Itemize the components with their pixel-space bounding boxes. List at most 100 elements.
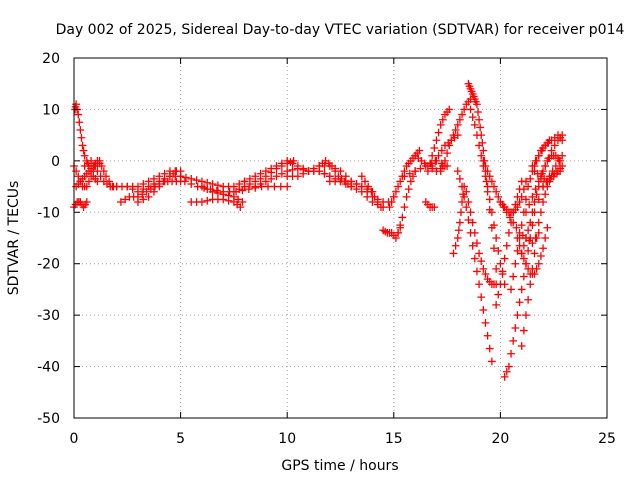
data-point	[234, 195, 243, 204]
data-point	[82, 182, 91, 191]
data-point	[526, 218, 535, 227]
data-point	[394, 229, 402, 237]
data-point	[494, 290, 503, 299]
data-point	[505, 229, 513, 237]
data-point	[76, 126, 85, 134]
data-point	[246, 175, 254, 183]
data-point	[367, 187, 376, 196]
data-point	[123, 182, 132, 191]
data-point	[548, 167, 557, 175]
data-point	[490, 244, 498, 253]
data-point	[520, 254, 528, 263]
x-tick-label: 5	[176, 431, 185, 447]
data-point	[299, 169, 308, 178]
data-point	[479, 306, 488, 314]
y-axis-label: SDTVAR / TECUs	[6, 181, 22, 296]
series-arc-13	[198, 182, 247, 206]
data-point	[214, 189, 222, 197]
data-point	[405, 169, 414, 178]
data-point	[537, 252, 545, 260]
data-point	[447, 136, 456, 145]
data-point	[445, 105, 454, 114]
data-point	[400, 172, 409, 181]
data-point	[80, 151, 89, 160]
data-point	[502, 367, 511, 376]
data-point	[475, 141, 483, 150]
data-point	[517, 221, 526, 229]
data-point	[466, 208, 475, 217]
data-point	[534, 195, 543, 204]
data-point	[377, 203, 385, 211]
data-point	[509, 337, 518, 345]
series-arc-21	[357, 172, 385, 211]
data-point	[415, 146, 424, 155]
data-point	[499, 203, 508, 211]
data-point	[542, 177, 551, 186]
data-point	[522, 208, 530, 217]
data-point	[505, 362, 513, 371]
data-point	[473, 131, 481, 139]
data-point	[528, 208, 537, 217]
data-point	[373, 198, 382, 206]
data-point	[387, 198, 396, 206]
data-point	[458, 110, 466, 119]
series-arc-44	[522, 131, 567, 217]
data-point	[520, 241, 528, 250]
series-arc-09	[134, 167, 181, 206]
data-point	[198, 182, 206, 191]
data-point	[477, 257, 486, 265]
data-point	[203, 185, 212, 193]
data-point	[541, 234, 550, 242]
data-point	[294, 172, 302, 181]
data-point	[456, 175, 464, 183]
data-point	[97, 162, 106, 170]
series-arc-43	[528, 131, 567, 170]
data-point	[389, 193, 398, 201]
data-point	[77, 133, 86, 142]
data-point	[82, 198, 91, 206]
data-point	[432, 136, 441, 145]
data-point	[490, 182, 498, 191]
data-point	[392, 187, 400, 196]
data-point	[283, 182, 292, 191]
data-point	[530, 198, 539, 206]
data-point	[558, 162, 567, 170]
data-point	[492, 187, 500, 196]
x-tick-label: 0	[70, 431, 79, 447]
data-point	[407, 177, 415, 186]
data-point	[445, 141, 454, 150]
data-point	[513, 193, 522, 201]
data-point	[507, 285, 515, 294]
data-point	[331, 167, 340, 175]
data-point	[488, 177, 496, 186]
data-point	[509, 218, 518, 227]
series-arc-27	[421, 198, 439, 211]
data-point	[155, 182, 164, 191]
data-point	[524, 295, 532, 304]
data-point	[511, 259, 520, 268]
data-point	[466, 105, 475, 114]
data-point	[272, 172, 281, 181]
data-point	[530, 270, 539, 278]
data-point	[430, 144, 439, 152]
x-axis-ticks: 0 5 10 15 20 25	[70, 58, 616, 447]
data-point	[449, 249, 458, 258]
data-point	[436, 167, 445, 175]
data-point	[470, 121, 479, 129]
data-point	[468, 241, 477, 250]
data-point	[481, 319, 490, 327]
data-point	[496, 259, 505, 268]
data-point	[473, 267, 481, 276]
data-point	[264, 182, 272, 191]
data-point	[150, 180, 158, 188]
data-point	[411, 167, 419, 175]
data-point	[128, 185, 137, 193]
data-point	[545, 172, 554, 181]
data-point	[550, 141, 559, 150]
data-point	[506, 213, 514, 222]
data-point	[524, 226, 532, 235]
data-point	[541, 190, 550, 199]
data-point	[402, 193, 411, 201]
data-point	[436, 121, 445, 129]
data-point	[460, 105, 469, 114]
